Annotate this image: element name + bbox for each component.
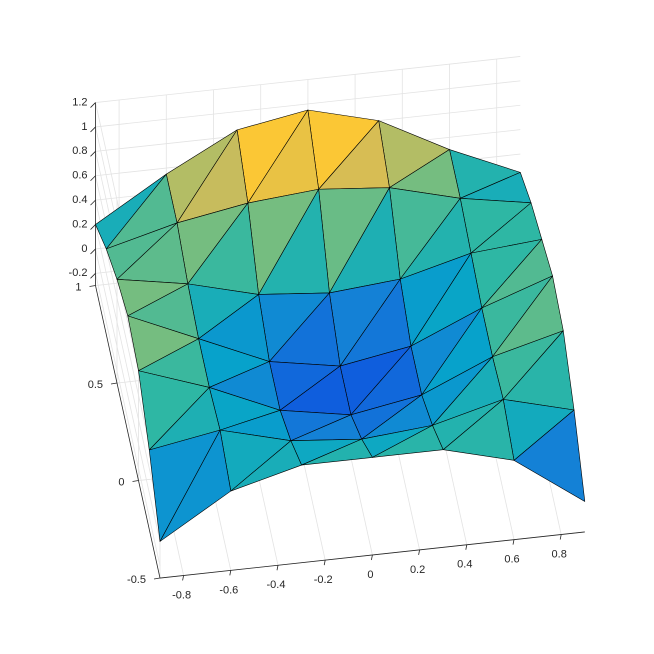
y-tick	[110, 382, 118, 385]
x-tick	[418, 549, 420, 555]
z-tick-label: 0	[81, 243, 87, 255]
grid-line	[95, 273, 161, 566]
z-tick	[90, 273, 96, 279]
x-tick-label: -0.6	[219, 584, 238, 596]
z-tick-label: 0.6	[72, 170, 87, 182]
surface-face	[230, 440, 302, 492]
z-tick-label: 0.8	[72, 145, 87, 157]
surface-face	[159, 429, 232, 542]
x-tick-label: 0	[367, 569, 373, 581]
surface-face	[301, 438, 373, 466]
z-tick	[90, 175, 96, 182]
surface-face	[442, 399, 515, 461]
z-tick	[90, 126, 96, 133]
x-tick-label: 0.2	[410, 564, 425, 576]
grid-line	[95, 80, 521, 128]
z-tick-label: -0.2	[69, 267, 88, 279]
surface	[95, 109, 586, 542]
z-tick	[90, 151, 96, 157]
x-tick	[465, 544, 468, 550]
x-tick	[371, 554, 373, 561]
z-tick-label: 1	[81, 121, 87, 133]
x-tick	[229, 570, 232, 576]
y-tick-label: 0.5	[88, 379, 103, 391]
z-tick	[90, 224, 96, 230]
x-tick-label: 0.6	[504, 554, 519, 566]
x-tick-label: 0.8	[552, 548, 567, 560]
surface-face	[513, 409, 586, 502]
x-tick	[182, 575, 184, 581]
y-tick-label: -0.5	[127, 574, 146, 586]
z-tick	[90, 248, 96, 255]
grid-line	[95, 224, 161, 518]
y-tick-label: 1	[75, 281, 81, 293]
x-tick-label: -0.4	[267, 579, 286, 591]
x-tick	[559, 534, 562, 540]
x-tick	[276, 565, 279, 571]
grid-line	[95, 56, 521, 103]
y-axis	[95, 285, 161, 579]
x-tick-label: -0.2	[314, 574, 333, 586]
z-tick	[90, 199, 96, 206]
x-tick-label: -0.8	[172, 589, 191, 601]
grid-line	[95, 248, 161, 542]
z-tick-label: 1.2	[72, 96, 87, 108]
z-tick	[90, 102, 96, 108]
x-tick	[323, 560, 326, 566]
y-tick	[153, 577, 161, 580]
y-tick	[132, 480, 139, 482]
z-tick-label: 0.2	[72, 218, 87, 230]
surface-face	[372, 425, 444, 458]
z-tick-label: 0.4	[72, 194, 87, 206]
y-tick	[89, 285, 96, 287]
x-tick	[512, 539, 515, 545]
y-tick-label: 0	[118, 476, 124, 488]
x-tick-label: 0.4	[457, 559, 472, 571]
